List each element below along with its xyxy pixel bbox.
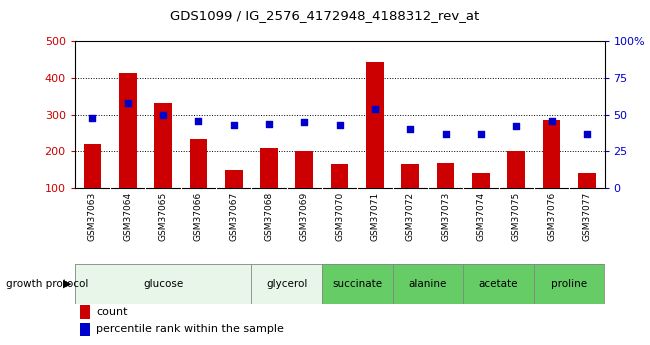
Text: GSM37073: GSM37073 [441, 192, 450, 241]
Text: proline: proline [551, 279, 587, 289]
Bar [225, 170, 242, 188]
Point [299, 119, 309, 125]
Text: GSM37067: GSM37067 [229, 192, 238, 241]
Text: acetate: acetate [479, 279, 518, 289]
Bar [296, 151, 313, 188]
Bar [472, 173, 489, 188]
Bar [534, 264, 604, 304]
Bar [154, 102, 172, 188]
Text: GSM37076: GSM37076 [547, 192, 556, 241]
Bar [322, 264, 393, 304]
Text: GDS1099 / IG_2576_4172948_4188312_rev_at: GDS1099 / IG_2576_4172948_4188312_rev_at [170, 9, 480, 22]
Point [193, 118, 203, 123]
Bar [366, 61, 384, 188]
Point [440, 131, 450, 137]
Text: alanine: alanine [409, 279, 447, 289]
Bar [84, 144, 101, 188]
Bar [260, 148, 278, 188]
Bar [402, 164, 419, 188]
Bar [331, 164, 348, 188]
Point [405, 127, 415, 132]
Text: GSM37074: GSM37074 [476, 192, 486, 241]
Point [370, 106, 380, 111]
Bar [578, 173, 595, 188]
Text: growth protocol: growth protocol [6, 279, 89, 289]
Point [546, 118, 556, 123]
Point [87, 115, 98, 120]
Bar [80, 323, 90, 336]
Text: GSM37070: GSM37070 [335, 192, 344, 241]
Point [158, 112, 168, 117]
Text: GSM37075: GSM37075 [512, 192, 521, 241]
Text: percentile rank within the sample: percentile rank within the sample [96, 325, 284, 334]
Bar [393, 264, 463, 304]
Text: glucose: glucose [143, 279, 183, 289]
Point [334, 122, 345, 128]
Point [476, 131, 486, 137]
Text: GSM37072: GSM37072 [406, 192, 415, 241]
Text: GSM37064: GSM37064 [124, 192, 132, 241]
Bar [190, 139, 207, 188]
Text: GSM37077: GSM37077 [582, 192, 592, 241]
Bar [508, 151, 525, 188]
Text: GSM37063: GSM37063 [88, 192, 97, 241]
Text: GSM37066: GSM37066 [194, 192, 203, 241]
Text: GSM37065: GSM37065 [159, 192, 168, 241]
Point [511, 124, 521, 129]
Text: succinate: succinate [332, 279, 382, 289]
Bar [437, 164, 454, 188]
Point [122, 100, 133, 106]
Bar [543, 120, 560, 188]
Bar [463, 264, 534, 304]
Text: GSM37069: GSM37069 [300, 192, 309, 241]
Text: GSM37071: GSM37071 [370, 192, 380, 241]
Point [582, 131, 592, 137]
Point [264, 121, 274, 126]
Bar [252, 264, 322, 304]
Text: glycerol: glycerol [266, 279, 307, 289]
Bar [75, 264, 252, 304]
Bar [80, 305, 90, 319]
Text: ▶: ▶ [63, 279, 72, 289]
Text: GSM37068: GSM37068 [265, 192, 274, 241]
Point [229, 122, 239, 128]
Text: count: count [96, 307, 127, 317]
Bar [119, 72, 136, 188]
